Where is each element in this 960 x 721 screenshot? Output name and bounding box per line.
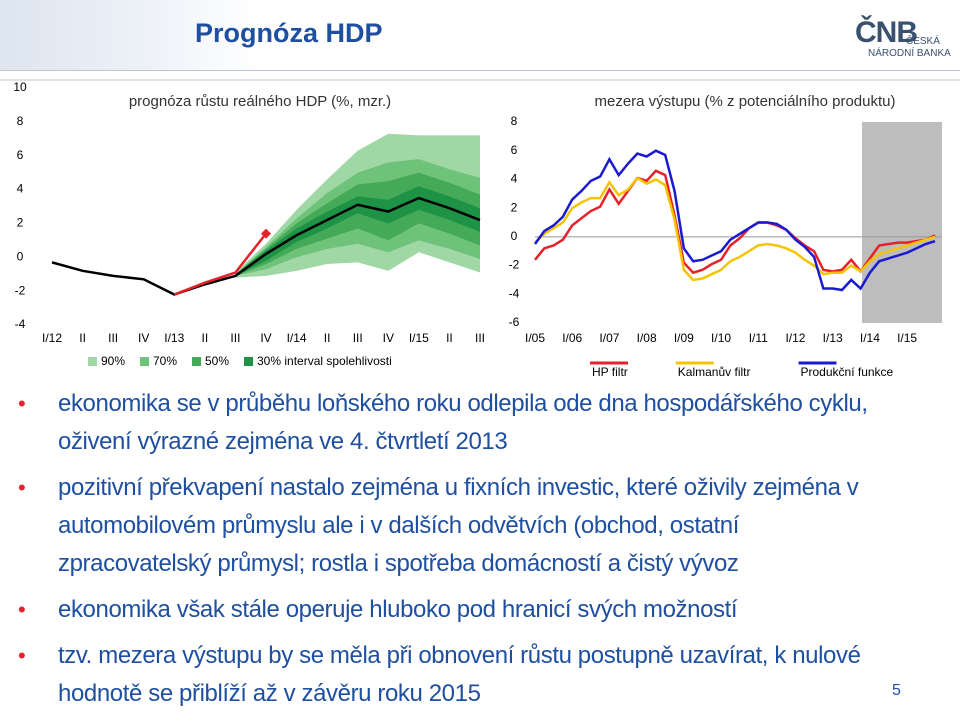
legend-swatch — [192, 357, 201, 366]
y-tick-label: 6 — [511, 143, 518, 157]
x-tick-label: III — [353, 331, 363, 345]
x-tick-label: I/15 — [897, 331, 917, 345]
legend-label: Produkční funkce — [801, 365, 894, 377]
legend-swatch — [244, 357, 253, 366]
x-tick-label: IV — [383, 331, 394, 345]
x-tick-label: I/05 — [525, 331, 545, 345]
header: Prognóza HDP ČNB ČESKÁ NÁRODNÍ BANKA — [0, 0, 960, 71]
x-tick-label: II — [202, 331, 209, 345]
y-tick-label: -4 — [15, 317, 26, 331]
bullet: ekonomika se v průběhu loňského roku odl… — [18, 385, 898, 461]
chart-title: prognóza růstu reálného HDP (%, mzr.) — [129, 93, 391, 110]
page-number: 5 — [892, 682, 901, 699]
legend-label: 30% interval spolehlivosti — [257, 354, 392, 368]
legend-swatch — [140, 357, 149, 366]
logo: ČNB — [855, 16, 918, 49]
x-tick-label: I/14 — [860, 331, 880, 345]
y-tick-label: 4 — [17, 182, 24, 196]
x-tick-label: II — [324, 331, 331, 345]
y-tick-label: 8 — [17, 114, 24, 128]
bullet: pozitivní překvapení nastalo zejména u f… — [18, 469, 898, 583]
x-tick-label: IV — [138, 331, 149, 345]
bullet: tzv. mezera výstupu by se měla při obnov… — [18, 637, 898, 713]
y-tick-label: 6 — [17, 148, 24, 162]
y-tick-label: 4 — [511, 172, 518, 186]
y-tick-label: 8 — [511, 114, 518, 128]
x-tick-label: I/11 — [749, 331, 768, 345]
x-tick-label: I/06 — [562, 331, 582, 345]
forecast-shade — [862, 122, 942, 323]
legend-label: 90% — [101, 354, 125, 368]
charts: prognóza růstu reálného HDP (%, mzr.) me… — [0, 79, 960, 377]
legend-label: HP filtr — [592, 365, 628, 377]
marker — [261, 228, 271, 239]
x-tick-label: III — [108, 331, 118, 345]
line — [534, 176, 936, 282]
slide-title: Prognóza HDP — [195, 18, 383, 48]
x-tick-label: I/12 — [42, 331, 62, 345]
x-tick-label: I/09 — [674, 331, 694, 345]
bullet: ekonomika však stále operuje hluboko pod… — [18, 591, 898, 629]
y-tick-label: 0 — [511, 229, 518, 243]
x-tick-label: IV — [260, 331, 271, 345]
x-tick-label: I/07 — [599, 331, 619, 345]
line — [51, 196, 481, 296]
line — [173, 232, 267, 296]
x-tick-label: I/10 — [711, 331, 731, 345]
legend-label: Kalmanův filtr — [678, 365, 751, 377]
x-tick-label: I/14 — [287, 331, 307, 345]
x-tick-label: III — [475, 331, 485, 345]
confidence-band — [235, 186, 480, 276]
x-tick-label: I/13 — [823, 331, 843, 345]
y-tick-label: -4 — [509, 286, 520, 300]
y-tick-label: 2 — [17, 216, 24, 230]
x-tick-label: II — [446, 331, 453, 345]
y-tick-label: 0 — [17, 249, 24, 263]
x-tick-label: II — [79, 331, 86, 345]
x-tick-label: III — [230, 331, 240, 345]
y-tick-label: 10 — [13, 80, 27, 94]
line — [534, 169, 936, 275]
legend-label: 70% — [153, 354, 177, 368]
y-tick-label: -2 — [509, 258, 520, 272]
x-tick-label: I/13 — [164, 331, 184, 345]
logo-text: NÁRODNÍ BANKA — [868, 48, 951, 59]
x-tick-label: I/12 — [785, 331, 805, 345]
bullet-list: ekonomika se v průběhu loňského roku odl… — [18, 385, 898, 721]
chart-title: mezera výstupu (% z potenciálního produk… — [595, 93, 896, 110]
y-tick-label: 2 — [511, 200, 518, 214]
logo-text: ČESKÁ — [906, 36, 940, 47]
y-tick-label: -6 — [509, 315, 520, 329]
line — [533, 149, 936, 292]
y-tick-label: -2 — [15, 283, 26, 297]
legend-label: 50% — [205, 354, 229, 368]
legend-swatch — [88, 357, 97, 366]
x-tick-label: I/08 — [637, 331, 657, 345]
x-tick-label: I/15 — [409, 331, 429, 345]
